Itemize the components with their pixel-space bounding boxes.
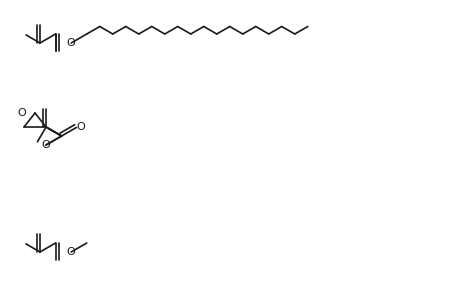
Text: O: O (18, 108, 26, 118)
Text: O: O (67, 247, 75, 257)
Text: O: O (67, 38, 75, 48)
Text: O: O (76, 122, 85, 132)
Text: O: O (42, 140, 50, 150)
